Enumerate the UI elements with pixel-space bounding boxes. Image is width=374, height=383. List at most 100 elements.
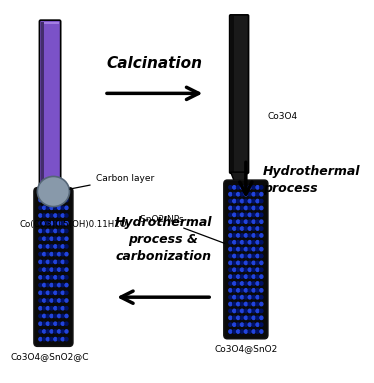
Circle shape: [65, 198, 68, 202]
Circle shape: [240, 241, 243, 244]
Circle shape: [229, 227, 232, 230]
Circle shape: [58, 268, 61, 271]
Circle shape: [240, 330, 243, 333]
Circle shape: [260, 186, 263, 189]
Circle shape: [252, 296, 255, 299]
Circle shape: [233, 200, 236, 203]
Circle shape: [58, 237, 61, 241]
Circle shape: [244, 302, 247, 306]
Circle shape: [244, 247, 247, 251]
Circle shape: [252, 241, 255, 244]
Circle shape: [50, 299, 53, 302]
Circle shape: [237, 193, 240, 196]
Circle shape: [58, 322, 61, 326]
Circle shape: [61, 198, 64, 202]
Circle shape: [46, 206, 49, 210]
Circle shape: [58, 214, 61, 217]
Circle shape: [244, 227, 247, 230]
Circle shape: [244, 289, 247, 292]
Circle shape: [237, 220, 240, 223]
Circle shape: [54, 330, 57, 333]
Circle shape: [39, 268, 42, 271]
Circle shape: [244, 282, 247, 285]
Circle shape: [50, 260, 53, 264]
Circle shape: [237, 227, 240, 230]
Circle shape: [240, 234, 243, 237]
Circle shape: [256, 206, 259, 210]
Circle shape: [229, 302, 232, 306]
Text: Co(CO3)0.5(OH)0.11H2O: Co(CO3)0.5(OH)0.11H2O: [20, 220, 127, 229]
Circle shape: [237, 234, 240, 237]
Circle shape: [248, 241, 251, 244]
Circle shape: [65, 268, 68, 271]
Circle shape: [46, 198, 49, 202]
Circle shape: [39, 291, 42, 295]
Circle shape: [233, 323, 236, 326]
FancyBboxPatch shape: [230, 15, 249, 173]
Circle shape: [65, 237, 68, 241]
Circle shape: [39, 245, 42, 248]
Circle shape: [61, 191, 64, 194]
Circle shape: [58, 283, 61, 287]
Circle shape: [233, 247, 236, 251]
Circle shape: [39, 337, 42, 341]
Circle shape: [229, 234, 232, 237]
Circle shape: [260, 241, 263, 244]
Circle shape: [233, 302, 236, 306]
Circle shape: [244, 309, 247, 313]
Circle shape: [252, 213, 255, 216]
Circle shape: [256, 261, 259, 265]
Circle shape: [237, 268, 240, 272]
Circle shape: [46, 191, 49, 194]
Circle shape: [43, 214, 46, 217]
Circle shape: [43, 268, 46, 271]
Circle shape: [252, 268, 255, 272]
Circle shape: [65, 291, 68, 295]
Circle shape: [46, 291, 49, 295]
Text: Calcination: Calcination: [107, 56, 203, 71]
Ellipse shape: [37, 177, 70, 206]
FancyBboxPatch shape: [39, 20, 61, 212]
Circle shape: [43, 198, 46, 202]
Circle shape: [237, 247, 240, 251]
Circle shape: [248, 330, 251, 333]
Circle shape: [229, 200, 232, 203]
Circle shape: [54, 337, 57, 341]
Circle shape: [43, 291, 46, 295]
Circle shape: [58, 291, 61, 295]
Circle shape: [240, 206, 243, 210]
Circle shape: [256, 241, 259, 244]
Circle shape: [248, 247, 251, 251]
Circle shape: [43, 276, 46, 279]
Circle shape: [54, 222, 57, 225]
Circle shape: [260, 227, 263, 230]
Circle shape: [50, 276, 53, 279]
Circle shape: [244, 186, 247, 189]
Circle shape: [244, 234, 247, 237]
Circle shape: [229, 323, 232, 326]
Circle shape: [61, 214, 64, 217]
Circle shape: [229, 261, 232, 265]
Circle shape: [248, 227, 251, 230]
Circle shape: [256, 282, 259, 285]
Circle shape: [252, 247, 255, 251]
Circle shape: [54, 291, 57, 295]
Circle shape: [229, 206, 232, 210]
Circle shape: [50, 337, 53, 341]
Circle shape: [43, 206, 46, 210]
Circle shape: [50, 314, 53, 318]
Circle shape: [252, 200, 255, 203]
Circle shape: [252, 282, 255, 285]
Circle shape: [256, 296, 259, 299]
Circle shape: [248, 186, 251, 189]
Circle shape: [43, 307, 46, 310]
Circle shape: [61, 222, 64, 225]
Circle shape: [229, 309, 232, 313]
Circle shape: [256, 289, 259, 292]
Circle shape: [43, 260, 46, 264]
Circle shape: [65, 330, 68, 333]
Circle shape: [61, 299, 64, 302]
Circle shape: [43, 283, 46, 287]
Circle shape: [237, 296, 240, 299]
Circle shape: [46, 260, 49, 264]
